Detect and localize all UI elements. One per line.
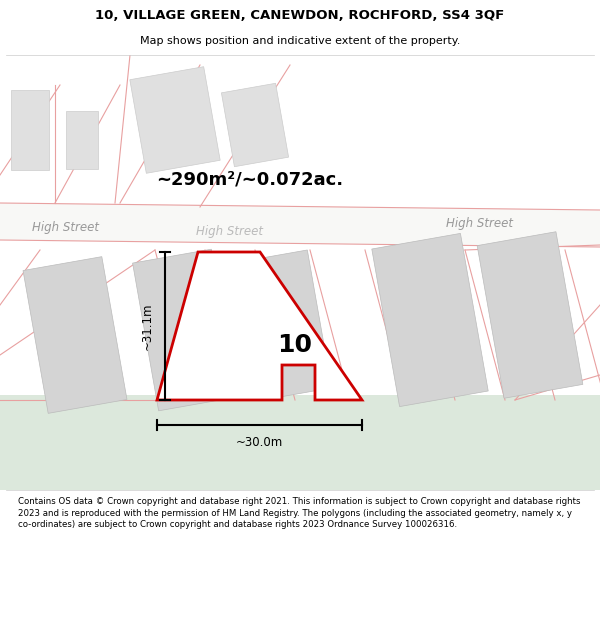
- Polygon shape: [372, 233, 488, 407]
- Text: ~30.0m: ~30.0m: [236, 436, 283, 449]
- Polygon shape: [0, 203, 600, 247]
- Polygon shape: [66, 111, 98, 169]
- Text: ~290m²/~0.072ac.: ~290m²/~0.072ac.: [157, 171, 344, 189]
- Polygon shape: [221, 83, 289, 167]
- Text: 10, VILLAGE GREEN, CANEWDON, ROCHFORD, SS4 3QF: 10, VILLAGE GREEN, CANEWDON, ROCHFORD, S…: [95, 9, 505, 22]
- Polygon shape: [477, 232, 583, 398]
- Text: High Street: High Street: [197, 226, 263, 239]
- Text: High Street: High Street: [446, 216, 514, 229]
- Polygon shape: [130, 67, 220, 173]
- Text: 10: 10: [277, 333, 313, 357]
- Polygon shape: [157, 252, 362, 400]
- Text: ~31.1m: ~31.1m: [140, 302, 154, 350]
- Text: Map shows position and indicative extent of the property.: Map shows position and indicative extent…: [140, 36, 460, 46]
- Polygon shape: [133, 249, 238, 411]
- Bar: [0, 395, 600, 490]
- Polygon shape: [23, 257, 127, 413]
- Polygon shape: [11, 90, 49, 170]
- Text: High Street: High Street: [32, 221, 98, 234]
- Polygon shape: [238, 250, 332, 400]
- Text: Contains OS data © Crown copyright and database right 2021. This information is : Contains OS data © Crown copyright and d…: [18, 497, 581, 529]
